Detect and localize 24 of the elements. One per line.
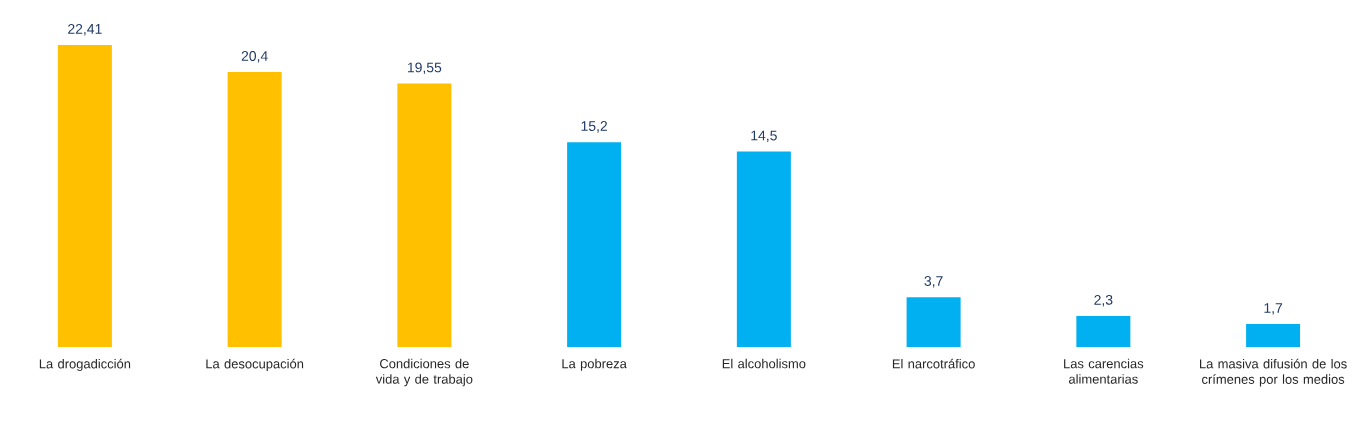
bar: [736, 151, 791, 347]
data-label: 22,41: [68, 23, 102, 36]
data-label: 20,4: [241, 51, 268, 63]
x-tick-label: La masiva difusión de los crímenes por los medios: [1200, 358, 1347, 387]
x-tick-label: La desocupación: [206, 358, 304, 371]
bar: [1246, 324, 1301, 347]
bar: [397, 83, 452, 347]
data-label: 3,7: [924, 276, 943, 288]
data-label: 14,5: [751, 130, 777, 143]
x-tick-label: La drogadicción: [39, 358, 131, 371]
x-tick-label: El narcotráfico: [892, 358, 975, 369]
x-tick-label: El alcoholismo: [722, 358, 806, 369]
bar: [1076, 316, 1131, 347]
data-label: 19,55: [407, 62, 442, 75]
data-label: 1,7: [1264, 303, 1283, 315]
x-tick-label: Condiciones de vida y de trabajo: [375, 358, 473, 387]
x-tick-label: La pobreza: [562, 358, 627, 371]
bar: [57, 45, 112, 347]
bar: [906, 297, 961, 347]
data-label: 15,2: [581, 121, 607, 133]
data-label: 2,3: [1094, 294, 1113, 307]
bar: [567, 142, 622, 347]
bar: [227, 72, 282, 347]
x-tick-label: Las carencias alimentarias: [1064, 358, 1144, 384]
